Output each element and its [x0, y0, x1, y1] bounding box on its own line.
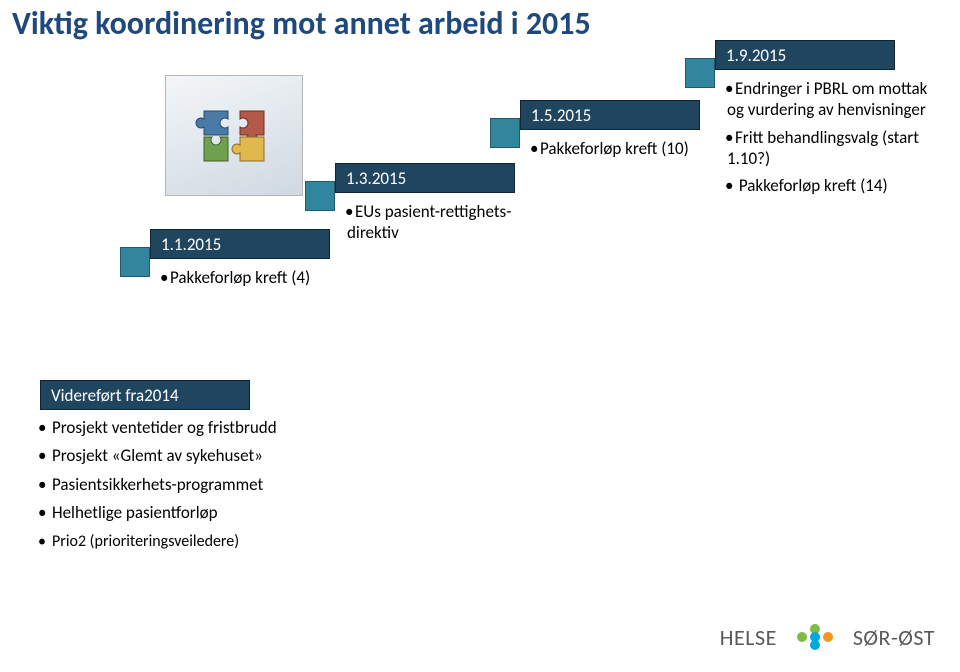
puzzle-image [165, 75, 303, 196]
list-item: Pakkeforløp kreft (14) [727, 175, 937, 196]
list-item: Pakkeforløp kreft (10) [532, 138, 712, 159]
step-marker [120, 247, 150, 277]
puzzle-icon [179, 88, 289, 184]
step-items: Pakkeforløp kreft (4) [162, 267, 342, 288]
helse-sor-ost-logo: HELSE SØR-ØST [720, 622, 935, 652]
list-item: Endringer i PBRL om mottak og vurdering … [727, 78, 937, 121]
logo-dots-icon [787, 622, 843, 652]
step-date: Videreført fra2014 [40, 380, 250, 410]
step-marker [490, 118, 520, 148]
step-items: Pakkeforløp kreft (10) [532, 138, 712, 159]
list-item: Pasientsikkerhets-programmet [40, 475, 300, 495]
list-item: Prosjekt «Glemt av sykehuset» [40, 446, 300, 466]
step-date: 1.5.2015 [520, 100, 700, 130]
list-item: Helhetlige pasientforløp [40, 503, 300, 523]
step-marker [305, 181, 335, 211]
page-title: Viktig koordinering mot annet arbeid i 2… [12, 4, 591, 43]
step-date: 1.1.2015 [150, 229, 330, 259]
list-item: Prio2 (prioriteringsveiledere) [40, 532, 300, 551]
step-date: 1.9.2015 [715, 40, 895, 70]
list-item: EUs pasient-rettighets-direktiv [347, 201, 527, 244]
step-items: Endringer i PBRL om mottak og vurdering … [727, 78, 937, 196]
step-marker [685, 58, 715, 88]
logo-text-helse: HELSE [720, 624, 777, 651]
list-item: Prosjekt ventetider og fristbrudd [40, 418, 300, 438]
step-date: 1.3.2015 [335, 163, 515, 193]
logo-text-sorost: SØR-ØST [853, 624, 935, 651]
step-items: Prosjekt ventetider og fristbrudd Prosje… [40, 418, 300, 551]
list-item: Pakkeforløp kreft (4) [162, 267, 342, 288]
list-item: Fritt behandlingsvalg (start 1.10?) [727, 127, 937, 170]
step-items: EUs pasient-rettighets-direktiv [347, 201, 527, 244]
